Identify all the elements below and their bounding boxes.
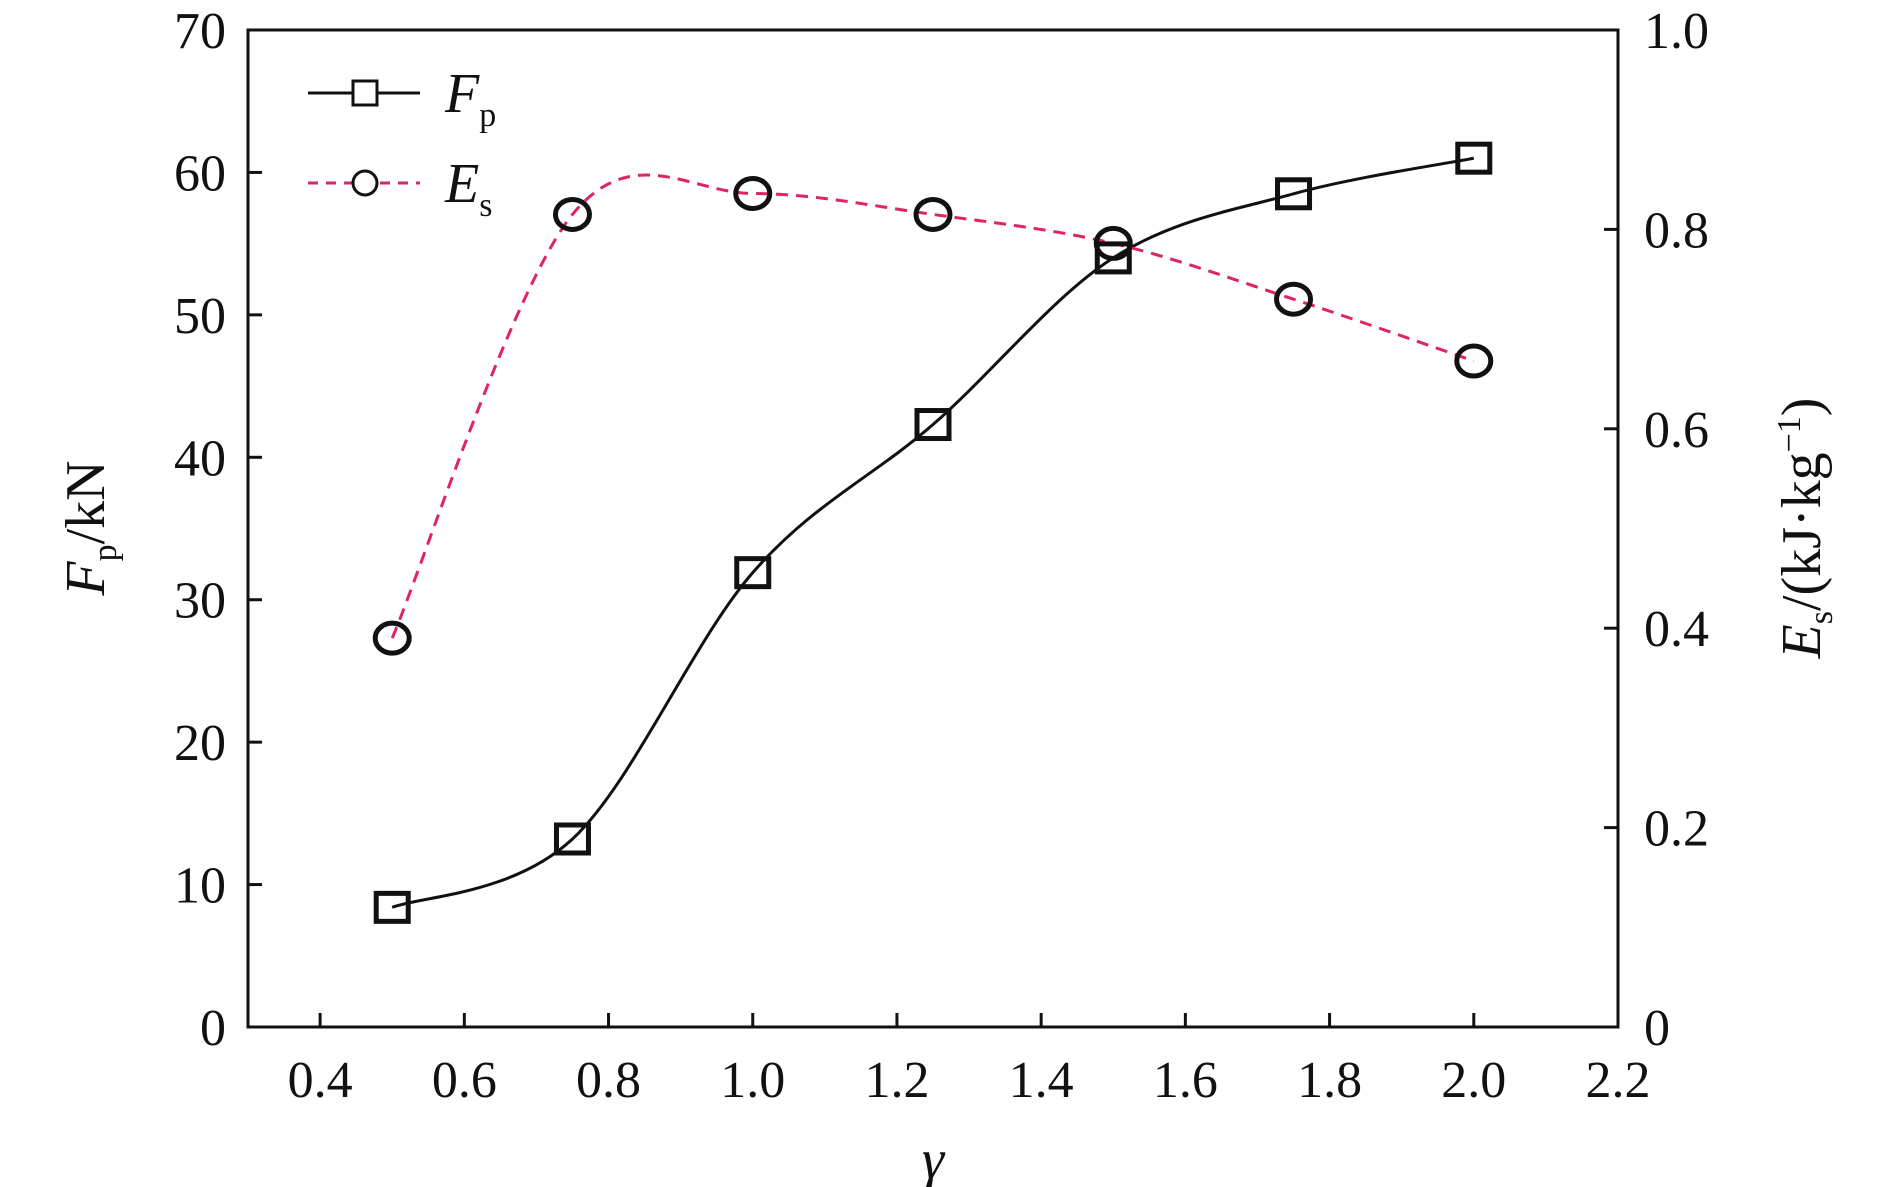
right-y-tick-label: 0.2 xyxy=(1644,801,1709,858)
legend-es-label: Es xyxy=(444,153,492,224)
x-tick-label: 1.6 xyxy=(1153,1052,1218,1109)
x-tick-label: 0.6 xyxy=(432,1052,497,1109)
right-y-axis-title-superscript: −1 xyxy=(1771,416,1808,452)
legend-fp-subscript: p xyxy=(479,97,496,134)
legend: Fp Es xyxy=(308,63,496,224)
left-y-tick-label: 60 xyxy=(174,145,226,202)
x-tick-label: 1.0 xyxy=(720,1052,785,1109)
fp-data-point xyxy=(1455,141,1493,175)
x-tick-label: 1.2 xyxy=(864,1052,929,1109)
es-data-point xyxy=(372,620,412,656)
right-y-axis-title-close: ) xyxy=(1771,398,1833,417)
es-data-point xyxy=(913,196,953,232)
left-y-tick-label: 30 xyxy=(174,573,226,630)
left-y-axis-ticks: 0 10 20 30 40 50 60 70 xyxy=(174,3,262,1057)
left-y-tick-label: 40 xyxy=(174,430,226,487)
right-y-tick-label: 1.0 xyxy=(1644,3,1709,60)
legend-entry-fp: Fp xyxy=(308,63,496,134)
es-data-point xyxy=(1454,343,1494,379)
right-y-axis-title-subscript: s xyxy=(1803,611,1840,624)
right-y-tick-label: 0.8 xyxy=(1644,202,1709,259)
fp-data-point xyxy=(1275,177,1313,211)
left-y-tick-label: 10 xyxy=(174,858,226,915)
x-tick-label: 2.2 xyxy=(1586,1052,1651,1109)
x-tick-label: 0.8 xyxy=(576,1052,641,1109)
x-axis-ticks: 0.4 0.6 0.8 1.0 1.2 1.4 1.6 1.8 2.0 2.2 xyxy=(288,1013,1651,1109)
fp-data-point xyxy=(373,890,411,924)
fp-data-point xyxy=(1094,241,1132,275)
es-data-point xyxy=(1274,281,1314,317)
right-y-axis-title-symbol: E xyxy=(1771,624,1833,659)
es-data-point xyxy=(552,196,592,232)
left-y-axis-title: Fp/kN xyxy=(55,460,124,596)
left-y-tick-label: 50 xyxy=(174,288,226,345)
legend-fp-marker xyxy=(351,79,379,107)
fp-data-point xyxy=(914,408,952,442)
left-y-axis-title-unit: /kN xyxy=(55,460,117,544)
series-line-fp xyxy=(391,156,1475,909)
right-y-axis-title-unit: /(kJ·kg xyxy=(1771,452,1833,611)
x-tick-label: 1.8 xyxy=(1297,1052,1362,1109)
legend-entry-es: Es xyxy=(308,153,492,224)
legend-fp-symbol: F xyxy=(444,63,480,125)
x-tick-label: 1.4 xyxy=(1009,1052,1074,1109)
series-layer xyxy=(372,141,1494,924)
x-tick-label: 0.4 xyxy=(288,1052,353,1109)
right-y-axis-ticks: 0 0.2 0.4 0.6 0.8 1.0 xyxy=(1604,3,1709,1057)
plot-frame xyxy=(246,28,1620,1029)
series-line-es xyxy=(390,173,1475,639)
right-y-tick-label: 0.6 xyxy=(1644,402,1709,459)
left-y-axis-title-subscript: p xyxy=(87,544,124,561)
es-data-point xyxy=(733,176,773,212)
legend-es-symbol: E xyxy=(444,153,479,215)
fp-data-point xyxy=(734,556,772,590)
right-y-tick-label: 0.4 xyxy=(1644,601,1709,658)
right-y-tick-label: 0 xyxy=(1644,1000,1670,1057)
x-axis-title: γ xyxy=(922,1129,946,1187)
fp-data-point xyxy=(553,822,591,856)
left-y-tick-label: 20 xyxy=(174,715,226,772)
right-y-axis-title: Es/(kJ·kg−1) xyxy=(1771,398,1840,660)
left-y-tick-label: 0 xyxy=(200,1000,226,1057)
left-y-axis-title-symbol: F xyxy=(55,561,117,597)
legend-es-subscript: s xyxy=(479,187,492,224)
es-data-point xyxy=(1093,225,1133,261)
left-y-tick-label: 70 xyxy=(174,3,226,60)
legend-fp-label: Fp xyxy=(444,63,496,134)
legend-es-marker xyxy=(351,169,379,197)
x-tick-label: 2.0 xyxy=(1441,1052,1506,1109)
